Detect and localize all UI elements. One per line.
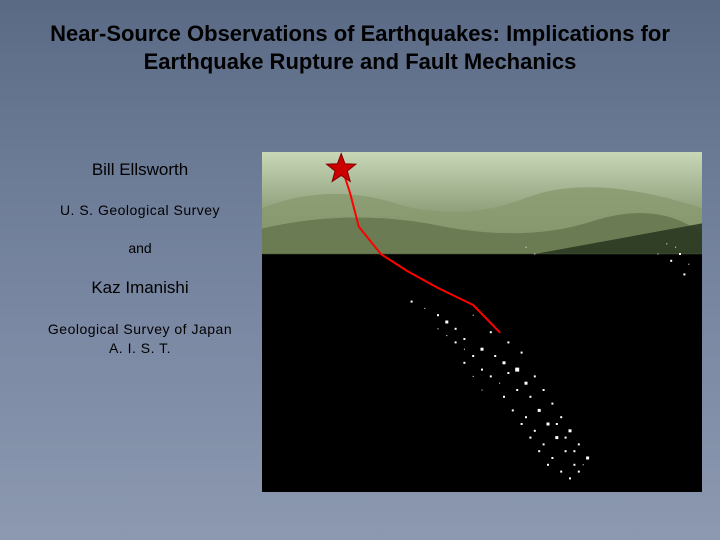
affil2-line1: Geological Survey of Japan (20, 320, 260, 339)
page-title: Near-Source Observations of Earthquakes:… (30, 20, 690, 75)
author-1-affiliation: U. S. Geological Survey (20, 202, 260, 218)
author-2-name: Kaz Imanishi (20, 278, 260, 298)
author-2-affiliation: Geological Survey of Japan A. I. S. T. (20, 320, 260, 358)
figure-svg (262, 152, 702, 492)
authors-block: Bill Ellsworth U. S. Geological Survey a… (20, 160, 260, 358)
seismic-figure (262, 152, 702, 492)
and-text: and (20, 240, 260, 256)
author-1-name: Bill Ellsworth (20, 160, 260, 180)
affil2-line2: A. I. S. T. (20, 339, 260, 358)
